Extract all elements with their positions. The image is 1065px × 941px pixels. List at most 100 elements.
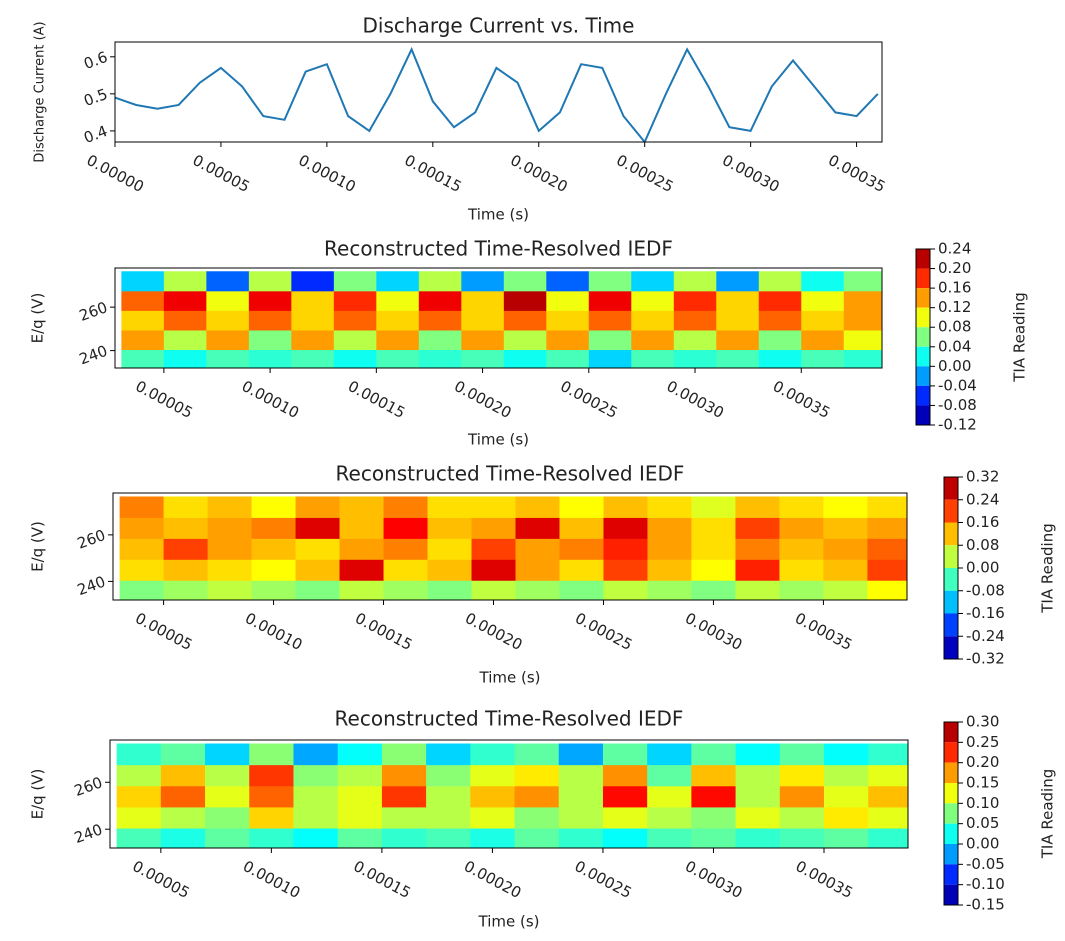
x-tick-label: 0.00015 [352, 609, 415, 654]
x-tick-label: 0.00015 [345, 377, 408, 422]
colorbar-tick-label: 0.10 [966, 794, 999, 812]
heatmap-cell [603, 517, 648, 539]
heatmap-cell [461, 329, 505, 351]
heatmap-cell [558, 764, 604, 787]
colorbar-tick-label: -0.05 [966, 855, 1005, 873]
heatmap-cell [119, 538, 165, 560]
heatmap-cell [514, 785, 560, 808]
heatmap-cell [503, 290, 547, 311]
heatmap-cell [758, 290, 802, 311]
heatmap-cell [160, 785, 206, 808]
heatmap-cell [503, 349, 547, 368]
heatmap-cell [471, 580, 516, 600]
colorbar-band [916, 249, 930, 269]
colorbar-band [944, 844, 958, 865]
heatmap-cell [427, 559, 473, 581]
chart-title: Reconstructed Time-Resolved IEDF [336, 462, 685, 486]
colorbar-band [944, 499, 958, 523]
heatmap-cell [206, 310, 250, 331]
heatmap-cell [758, 271, 802, 292]
colorbar-tick-label: 0.25 [966, 733, 999, 751]
x-tick-label: 0.00010 [242, 609, 305, 654]
heatmap-cell [673, 310, 717, 331]
colorbar-tick-label: -0.08 [966, 581, 1005, 599]
y-tick-label: 240 [75, 572, 108, 599]
heatmap-cell [735, 496, 780, 518]
x-tick-label: 0.00005 [132, 609, 195, 654]
heatmap-cell [823, 496, 868, 518]
heatmap-cell [470, 743, 516, 766]
colorbar-tick-label: 0.20 [938, 259, 971, 277]
heatmap-cell [779, 538, 824, 560]
heatmap-cell [691, 580, 736, 600]
y-axis-label: E/q (V) [29, 769, 47, 820]
colorbar-tick-label: 0.08 [938, 318, 971, 336]
heatmap-cell [631, 310, 675, 331]
heatmap-cell [291, 349, 335, 368]
heatmap-cell [691, 785, 737, 808]
heatmap-cell [205, 828, 250, 848]
colorbar-tick-label: -0.04 [938, 376, 977, 394]
colorbar-label: TIA Reading [1039, 523, 1057, 614]
heatmap-cell [293, 743, 339, 766]
heatmap-cell [427, 517, 473, 539]
colorbar-band [916, 385, 930, 406]
heatmap-cell [339, 517, 385, 539]
heatmap-cell [461, 349, 505, 368]
line [115, 46, 879, 142]
heatmap-cell [691, 743, 737, 766]
heatmap-cell [515, 580, 560, 600]
heatmap-cell [249, 806, 294, 829]
heatmap-cell [293, 785, 339, 808]
colorbar-band [944, 545, 958, 568]
heatmap-cell [426, 743, 471, 766]
heatmap-cell [735, 517, 780, 539]
heatmap-cell [823, 580, 868, 600]
heatmap-cell [333, 290, 377, 311]
heatmap-cell [758, 310, 802, 331]
heatmap-cell [376, 349, 420, 368]
heatmap-cell [163, 517, 209, 539]
heatmap-cell [735, 828, 781, 848]
heatmap-cell [163, 580, 209, 600]
heatmap-cell [121, 310, 165, 331]
y-tick-label: 0.4 [81, 122, 110, 147]
x-tick-label: 0.00035 [793, 857, 856, 902]
heatmap-cell [207, 496, 253, 518]
y-tick-label: 240 [72, 820, 105, 847]
heatmap-cell [381, 743, 427, 766]
heatmap-cell [121, 271, 165, 292]
heatmap-cell [515, 538, 560, 560]
heatmap-cell [248, 310, 292, 331]
heatmap-cell [418, 310, 462, 331]
heatmap-cell [207, 538, 253, 560]
heatmap-cell [867, 580, 907, 600]
x-tick-label: 0.00005 [132, 377, 195, 422]
colorbar-tick-label: 0.30 [966, 713, 999, 731]
heatmap-cell [251, 496, 297, 518]
x-tick-label: 0.00035 [792, 609, 855, 654]
x-tick-label: 0.00010 [296, 151, 359, 196]
heatmap-cell [249, 828, 294, 848]
heatmap-cell [251, 559, 297, 581]
x-tick-label: 0.00005 [190, 151, 253, 196]
y-tick-label: 240 [77, 342, 110, 369]
heatmap-cell [823, 559, 868, 581]
heatmap-cell [160, 764, 206, 787]
heatmap-cell [248, 349, 292, 368]
heatmap-cell [824, 764, 869, 787]
colorbar-band [944, 568, 958, 591]
heatmap-cell [381, 764, 427, 787]
plot-area [119, 496, 907, 600]
x-tick-label: 0.00020 [507, 151, 570, 196]
heatmap-cell [206, 349, 250, 368]
heatmap-cell [293, 764, 339, 787]
heatmap-cell [337, 806, 383, 829]
x-tick-label: 0.00020 [462, 609, 525, 654]
heatmap-cell [647, 764, 692, 787]
heatmap-cell [376, 329, 420, 351]
heatmap-cell [251, 517, 297, 539]
heatmap-cell [163, 271, 207, 292]
heatmap-cell [515, 517, 560, 539]
